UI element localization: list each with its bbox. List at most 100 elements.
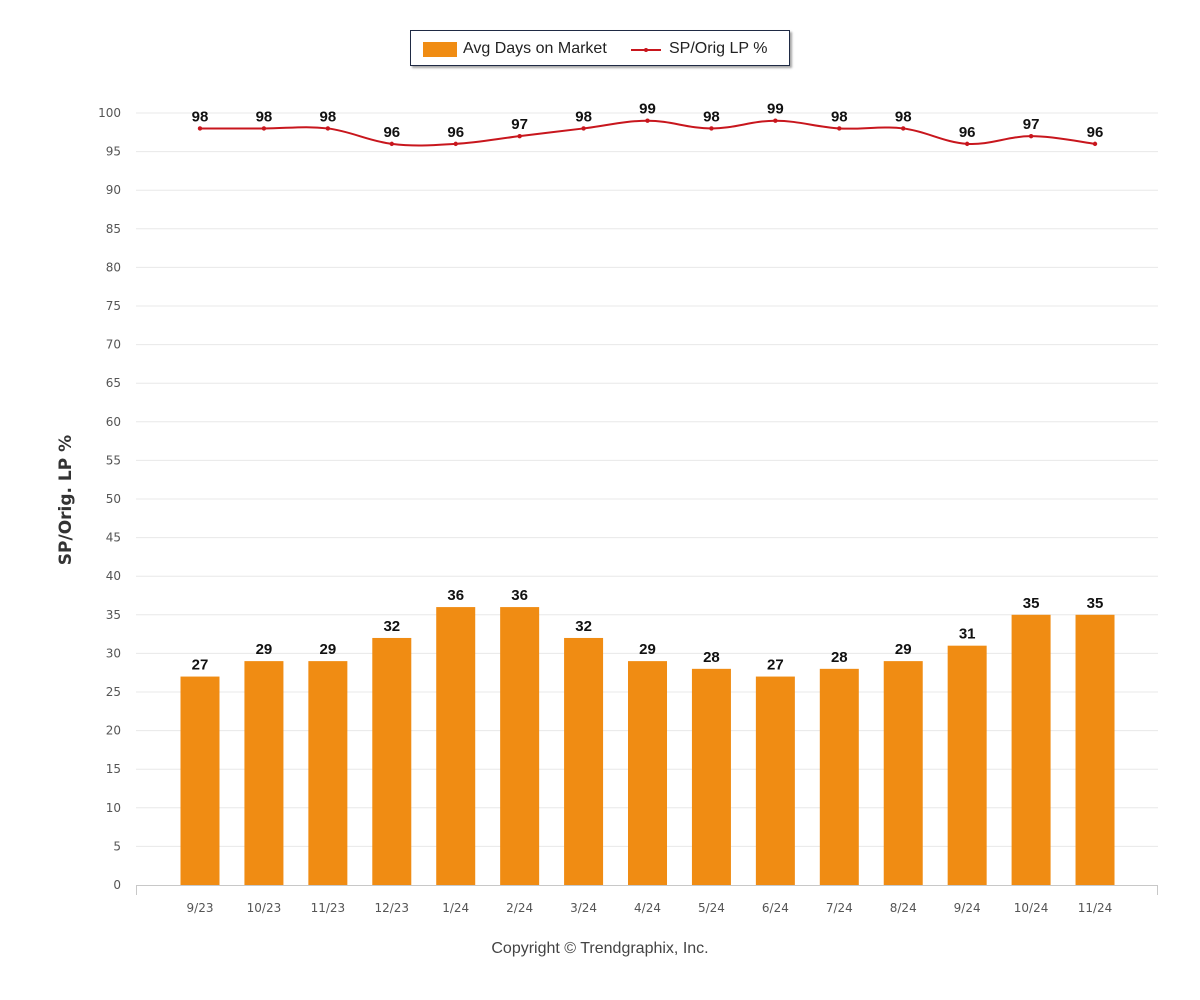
bar-value-label: 31 — [959, 626, 976, 643]
x-tick-label: 4/24 — [634, 901, 661, 915]
legend: Avg Days on Market SP/Orig LP % — [410, 30, 790, 66]
line-point — [964, 141, 970, 147]
legend-line-swatch — [631, 42, 661, 57]
y-tick-label: 75 — [106, 299, 121, 313]
bar-value-label: 35 — [1023, 595, 1040, 612]
bar-value-label: 29 — [256, 641, 273, 658]
y-tick-label: 5 — [113, 839, 121, 853]
line-point — [453, 141, 458, 147]
y-tick-label: 90 — [106, 183, 121, 197]
line-series — [197, 118, 1098, 147]
bar-series — [180, 607, 1115, 885]
y-tick-label: 100 — [98, 106, 121, 120]
line-value-label: 96 — [959, 124, 976, 141]
line-value-label: 96 — [447, 124, 464, 141]
y-tick-label: 80 — [106, 260, 121, 274]
bar — [819, 668, 859, 885]
y-tick-label: 30 — [106, 646, 121, 660]
x-tick-label: 5/24 — [698, 901, 725, 915]
y-tick-label: 45 — [106, 531, 121, 545]
bar — [883, 661, 923, 885]
data-labels: 27 29 29 32 36 36 32 29 28 27 28 29 31 35 35 98 98 98 96 96… — [192, 101, 1104, 674]
y-tick-label: 25 — [106, 685, 121, 699]
bar-value-label: 35 — [1087, 595, 1104, 612]
x-tick-label: 8/24 — [890, 901, 917, 915]
y-tick-label: 40 — [106, 569, 121, 583]
bar-value-label: 32 — [383, 618, 400, 635]
bar — [500, 607, 540, 885]
x-tick-label: 9/24 — [954, 901, 981, 915]
x-tick-label: 6/24 — [762, 901, 789, 915]
bar-value-label: 27 — [192, 657, 209, 674]
bar — [244, 661, 284, 885]
line-value-label: 97 — [1023, 116, 1040, 133]
line-point — [901, 126, 906, 131]
legend-bar-swatch — [423, 41, 457, 57]
line-point — [197, 126, 203, 131]
line-value-label: 96 — [1087, 124, 1104, 141]
bar — [564, 637, 604, 885]
x-tick-label: 12/23 — [374, 901, 409, 915]
line-point — [325, 126, 331, 131]
line-point — [389, 141, 394, 147]
y-tick-label: 95 — [106, 145, 121, 159]
bar — [691, 668, 731, 885]
y-tick-label: 65 — [106, 376, 121, 390]
bar-value-label: 36 — [511, 587, 528, 604]
bar — [372, 637, 412, 885]
x-tick-label: 9/23 — [187, 901, 214, 915]
bar-value-label: 29 — [639, 641, 656, 658]
line-value-label: 98 — [192, 108, 209, 125]
line-point — [261, 126, 267, 131]
y-tick-label: 60 — [106, 415, 121, 429]
line-value-label: 99 — [767, 101, 784, 118]
bar-value-label: 32 — [575, 618, 592, 635]
y-axis-ticks: 0 5 10 15 20 25 30 35 40 45 50 55 60 65 70 75 80 85 90 95 10… — [98, 106, 121, 892]
line-value-label: 98 — [320, 108, 337, 125]
bar-value-label: 36 — [447, 587, 464, 604]
bar — [180, 676, 220, 885]
line-value-label: 98 — [703, 108, 720, 125]
line-point — [773, 118, 778, 123]
legend-item-sp-orig-lp[interactable]: SP/Orig LP % — [631, 31, 767, 67]
x-tick-label: 10/23 — [247, 901, 282, 915]
copyright-text: Copyright © Trendgraphix, Inc. — [491, 940, 709, 957]
bar — [755, 676, 795, 885]
x-tick-label: 3/24 — [570, 901, 597, 915]
y-tick-label: 70 — [106, 338, 121, 352]
bar — [308, 661, 348, 885]
y-tick-label: 50 — [106, 492, 121, 506]
line-point — [645, 118, 650, 123]
bar-value-label: 28 — [703, 649, 720, 666]
legend-label-days-on-market: Avg Days on Market — [463, 40, 607, 57]
y-tick-label: 85 — [106, 222, 121, 236]
line-value-label: 98 — [256, 108, 273, 125]
y-tick-label: 0 — [113, 878, 121, 892]
line-value-label: 97 — [511, 116, 528, 133]
bar — [947, 645, 987, 885]
x-tick-label: 2/24 — [506, 901, 533, 915]
bar-value-label: 29 — [320, 641, 337, 658]
line-point — [581, 126, 586, 131]
x-tick-label: 10/24 — [1014, 901, 1049, 915]
line-point — [1092, 141, 1098, 147]
y-tick-label: 10 — [106, 801, 121, 815]
bar — [628, 661, 668, 885]
legend-item-days-on-market[interactable]: Avg Days on Market — [423, 31, 607, 67]
x-tick-label: 11/24 — [1078, 901, 1113, 915]
y-tick-label: 35 — [106, 608, 121, 622]
x-tick-label: 11/23 — [311, 901, 346, 915]
line-value-label: 98 — [575, 108, 592, 125]
bar-value-label: 27 — [767, 657, 784, 674]
bar — [1011, 614, 1051, 885]
y-tick-label: 20 — [106, 724, 121, 738]
line-point — [1028, 133, 1034, 139]
bar — [436, 607, 476, 885]
bar — [1075, 614, 1115, 885]
y-tick-label: 15 — [106, 762, 121, 776]
y-axis-title: SP/Orig. LP % — [56, 434, 76, 566]
bar-value-label: 29 — [895, 641, 912, 658]
line-value-label: 98 — [895, 108, 912, 125]
line-value-label: 96 — [383, 124, 400, 141]
